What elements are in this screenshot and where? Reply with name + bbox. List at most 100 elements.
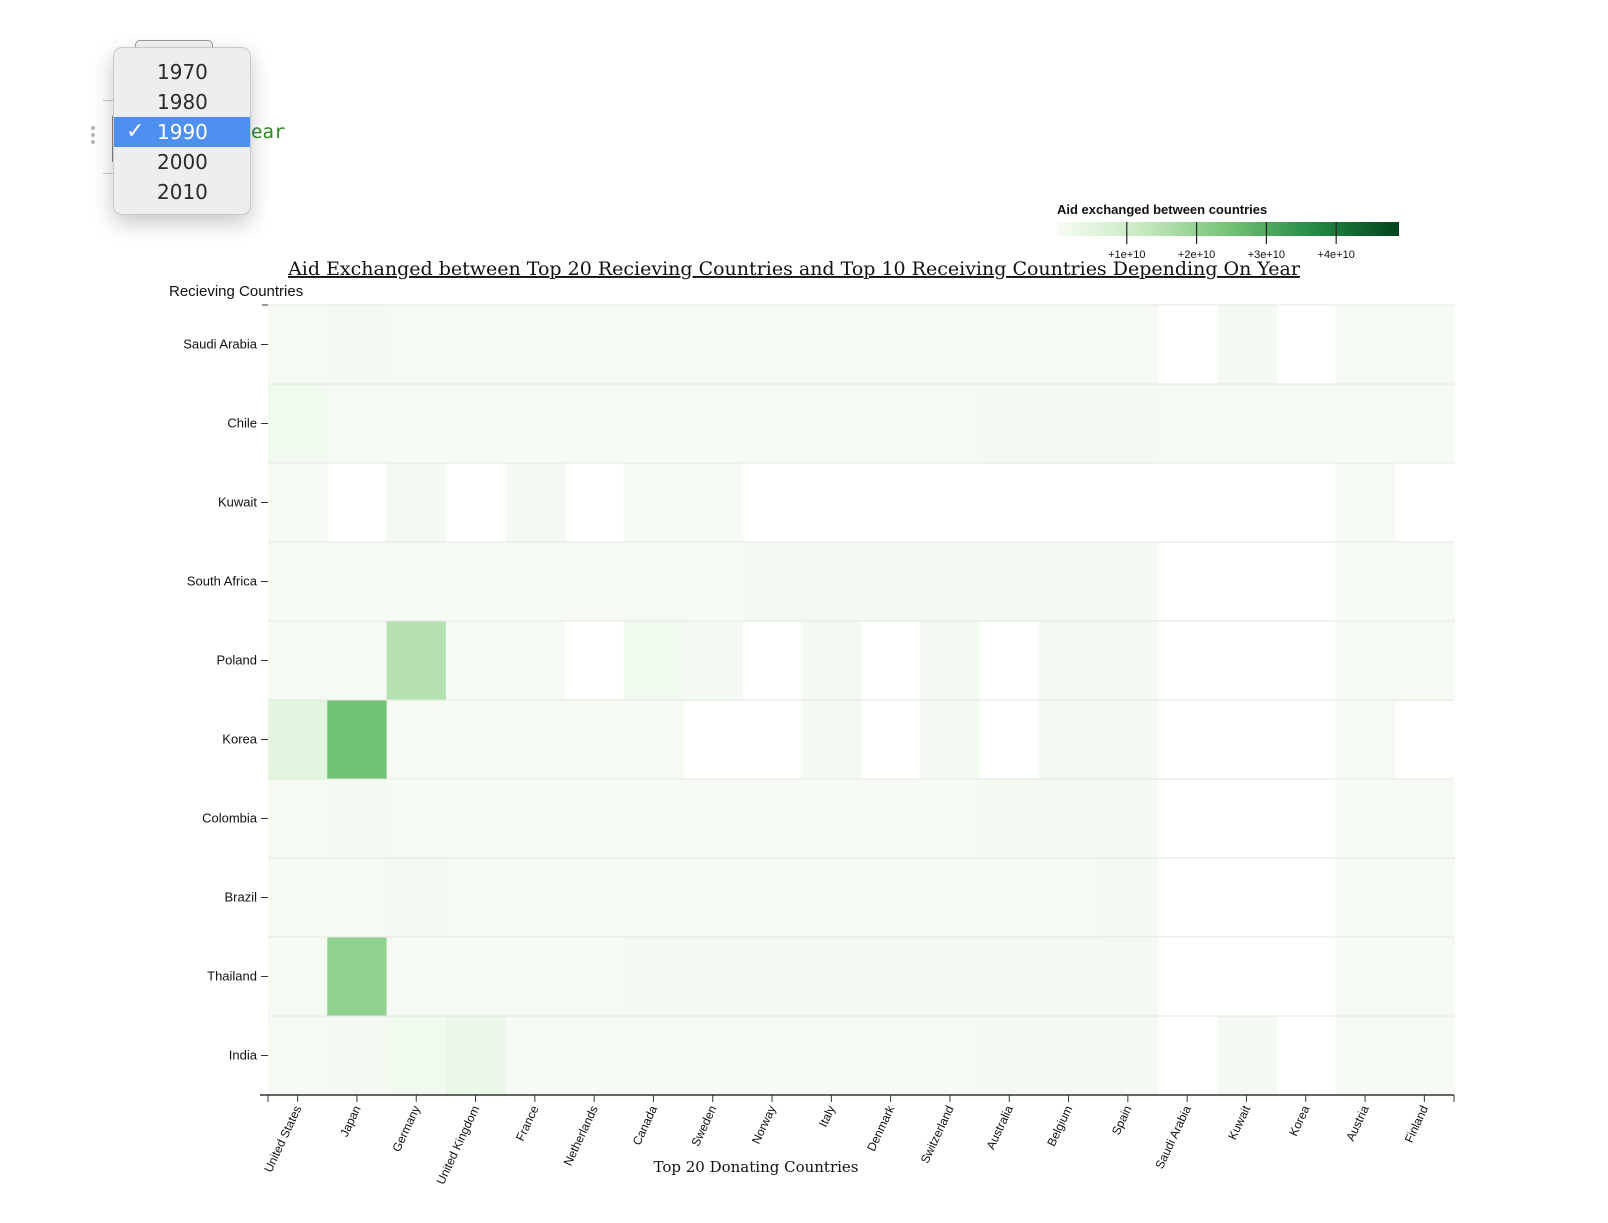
- heatmap-cell: [327, 937, 388, 1017]
- heatmap-cell: [1038, 779, 1099, 859]
- heatmap-cell: [505, 700, 566, 780]
- heatmap-cell: [1335, 858, 1396, 938]
- heatmap-cell: [327, 384, 388, 464]
- cell-border-top: [103, 100, 113, 101]
- heatmap-cell: [1335, 463, 1396, 543]
- heatmap-cell: [1335, 779, 1396, 859]
- heatmap-cell: [1098, 858, 1159, 938]
- heatmap-cell: [1216, 305, 1277, 385]
- heatmap-cell: [564, 700, 625, 780]
- heatmap-cell: [327, 305, 388, 385]
- year-option-2010[interactable]: 2010: [114, 177, 250, 207]
- year-option-1980[interactable]: 1980: [114, 87, 250, 117]
- x-tick-label: Austria: [1343, 1103, 1372, 1143]
- heatmap-cell: [861, 384, 921, 464]
- y-axis-title: Recieving Countries: [169, 283, 303, 300]
- heatmap-cell: [386, 858, 447, 938]
- year-dropdown-menu[interactable]: 1970 1980 ✓ 1990 2000 2010: [113, 47, 251, 215]
- heatmap-cell: [1038, 305, 1099, 385]
- x-tick-label: Belgium: [1044, 1103, 1075, 1148]
- heatmap-cell: [1394, 305, 1455, 385]
- heatmap-cell: [445, 621, 506, 701]
- heatmap-cell: [683, 858, 743, 938]
- heatmap-cell: [920, 542, 981, 622]
- heatmap-cell: [623, 305, 684, 385]
- heatmap-cell: [505, 858, 566, 938]
- heatmap-cell: [979, 779, 1040, 859]
- heatmap-cell: [268, 463, 328, 543]
- year-option-label: 1970: [157, 60, 208, 84]
- legend-tick-label: +1e+10: [1108, 249, 1145, 261]
- x-tick-label: United Kingdom: [433, 1103, 482, 1186]
- heatmap-cell: [1394, 1016, 1455, 1096]
- heatmap-cell: [920, 937, 981, 1017]
- heatmap-cell: [445, 700, 506, 780]
- x-tick-label: Kuwait: [1225, 1103, 1253, 1142]
- x-tick-label: Denmark: [864, 1102, 898, 1153]
- year-option-1990[interactable]: ✓ 1990: [114, 117, 250, 147]
- heatmap-cell: [623, 779, 684, 859]
- heatmap-cell: [1098, 937, 1159, 1017]
- heatmap-cell: [683, 542, 743, 622]
- heatmap-cell: [268, 1016, 328, 1096]
- heatmap-cell: [1335, 384, 1396, 464]
- heatmap-cell: [920, 1016, 981, 1096]
- heatmap-cell: [564, 1016, 625, 1096]
- heatmap-cell: [979, 858, 1040, 938]
- legend-tick-label: +3e+10: [1248, 249, 1285, 261]
- heatmap-cell: [683, 1016, 743, 1096]
- heatmap-cell: [861, 937, 921, 1017]
- heatmap-cell: [801, 542, 862, 622]
- heatmap-cell: [505, 305, 566, 385]
- heatmap-cell: [505, 542, 566, 622]
- heatmap-cell: [564, 937, 625, 1017]
- cell-drag-handle[interactable]: [91, 126, 97, 147]
- heatmap-cell: [683, 463, 743, 543]
- heatmap-cell: [1216, 384, 1277, 464]
- heatmap-cell: [623, 463, 684, 543]
- heatmap-cell: [327, 542, 388, 622]
- heatmap-cell: [623, 384, 684, 464]
- heatmap-cell: [268, 384, 328, 464]
- year-option-2000[interactable]: 2000: [114, 147, 250, 177]
- heatmap-cell: [683, 779, 743, 859]
- heatmap-cell: [801, 779, 862, 859]
- heatmap-cell: [920, 621, 981, 701]
- heatmap-cell: [1394, 937, 1455, 1017]
- x-tick-label: United States: [261, 1103, 304, 1174]
- x-tick-label: Switzerland: [918, 1103, 957, 1165]
- heatmap-cell: [268, 621, 328, 701]
- heatmap-cell: [920, 305, 981, 385]
- heatmap-cell: [445, 305, 506, 385]
- code-text: ear: [251, 121, 286, 143]
- y-tick-label: Colombia: [202, 811, 258, 826]
- legend-tick-label: +4e+10: [1318, 249, 1355, 261]
- heatmap-cell: [386, 463, 447, 543]
- heatmap-cell: [268, 542, 328, 622]
- heatmap-cell: [861, 858, 921, 938]
- heatmap-cell: [386, 542, 447, 622]
- heatmap-cell: [742, 858, 803, 938]
- heatmap-cell: [979, 305, 1040, 385]
- heatmap-cell: [1335, 305, 1396, 385]
- heatmap-cell: [1098, 779, 1159, 859]
- x-tick-label: Australia: [984, 1103, 1017, 1152]
- y-tick-label: Korea: [222, 732, 257, 747]
- heatmap-cell: [268, 937, 328, 1017]
- heatmap-cell: [445, 384, 506, 464]
- heatmap-cell: [1038, 1016, 1099, 1096]
- heatmap-cell: [268, 305, 328, 385]
- heatmap-cell: [1335, 542, 1396, 622]
- y-tick-label: South Africa: [187, 574, 258, 589]
- year-option-1970[interactable]: 1970: [114, 57, 250, 87]
- x-tick-label: Finland: [1402, 1103, 1431, 1145]
- heatmap-cell: [742, 937, 803, 1017]
- heatmap-cell: [564, 779, 625, 859]
- heatmap-cell: [861, 1016, 921, 1096]
- heatmap-cell: [801, 858, 862, 938]
- x-tick-label: Canada: [630, 1103, 661, 1147]
- y-tick-label: Thailand: [207, 969, 257, 984]
- heatmap-cell: [327, 858, 388, 938]
- x-tick-label: Japan: [337, 1103, 364, 1139]
- heatmap-cell: [683, 305, 743, 385]
